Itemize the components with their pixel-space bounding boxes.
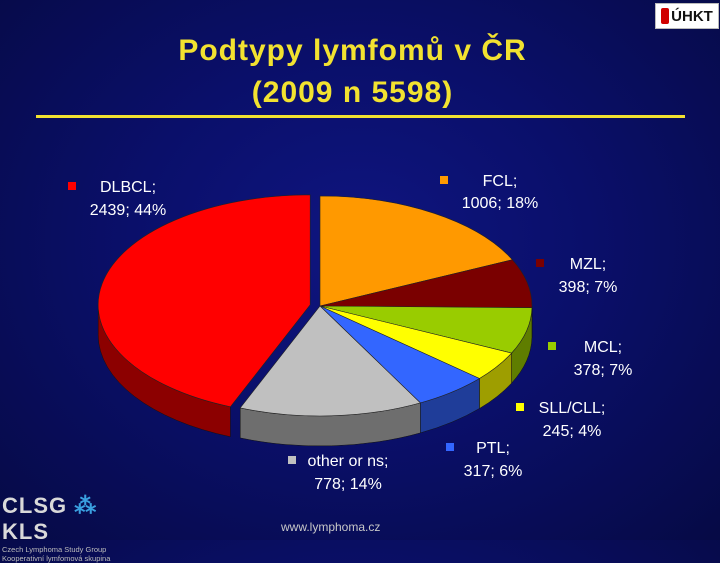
slice-label-value: 398; 7% [559,279,618,296]
slice-label-name: FCL; [483,173,518,190]
people-icon: ⁂ [74,493,97,518]
kls-logo-text: KLS [2,519,49,544]
legend-marker [536,259,544,267]
website-link[interactable]: www.lymphoma.cz [281,520,380,534]
clsg-logo-text: CLSG [2,493,67,518]
pie-tops [98,195,532,416]
legend-marker [446,443,454,451]
slice-label-name: MCL; [584,339,622,356]
pie-chart: FCL; 1006; 18% MZL; 398; 7% MCL; 378; 7% SLL/C… [0,0,720,540]
legend-marker [440,176,448,184]
slice-label-name: SLL/CLL; [539,400,606,417]
clsg-kls-logo: CLSG ⁂ KLS Czech Lymphoma Study Group Ko… [2,493,137,539]
legend-marker [548,342,556,350]
slice-label-name: DLBCL; [100,179,156,196]
slice-label-name: MZL; [570,256,606,273]
slice-label-value: 2439; 44% [90,202,167,219]
slice-label-value: 1006; 18% [462,195,539,212]
legend-marker [288,456,296,464]
legend-marker [516,403,524,411]
slice-label-name: PTL; [476,440,510,457]
legend-marker [68,182,76,190]
slice-label-value: 378; 7% [574,362,633,379]
slice-label-value: 778; 14% [314,476,382,493]
slice-label-name: other or ns; [308,453,389,470]
slice-label-value: 317; 6% [464,463,523,480]
clsg-subtitle-cz: Kooperativní lymfomová skupina [2,554,137,563]
clsg-subtitle-en: Czech Lymphoma Study Group [2,545,137,554]
slice-label-value: 245; 4% [543,423,602,440]
